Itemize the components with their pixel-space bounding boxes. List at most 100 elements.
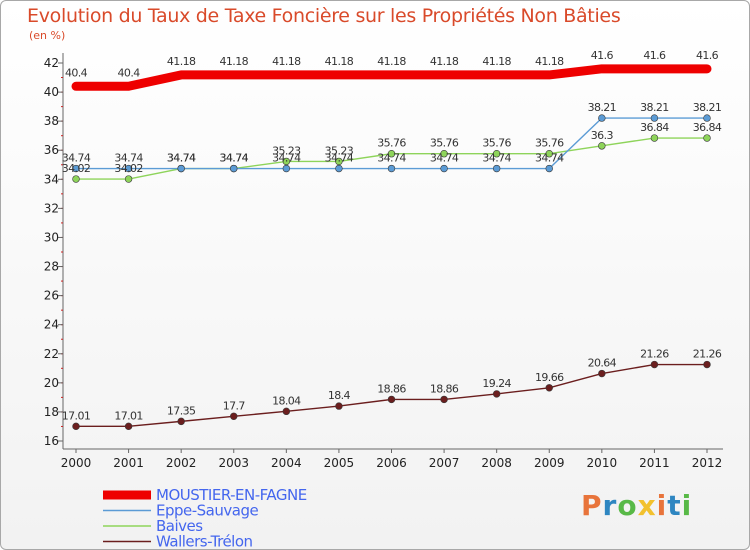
data-point [440,164,448,173]
data-point [545,384,553,392]
data-label: 34.02 [62,162,91,175]
logo-letter: P [581,489,603,522]
data-label: 17.35 [167,404,196,417]
legend-label: Baives [156,517,203,535]
data-label: 34.74 [272,152,301,165]
y-tick-label: 20 [44,376,59,390]
data-point [387,150,396,158]
data-point [598,369,606,378]
data-label: 38.21 [588,101,617,114]
data-point [545,150,553,158]
chart-subtitle: (en %) [29,29,66,42]
data-point [124,422,133,431]
data-label: 34.02 [114,162,143,175]
data-label: 19.24 [482,377,511,390]
data-label: 36.3 [591,129,614,142]
data-label: 34.74 [114,152,143,165]
data-point [282,157,291,166]
data-label: 34.74 [167,152,196,165]
x-tick-label: 2001 [113,456,144,470]
data-point [177,164,185,173]
data-point [177,417,185,426]
data-point [335,402,343,410]
x-tick-label: 2000 [61,456,92,470]
data-label: 36.84 [693,121,722,134]
logo-letter: r [602,489,618,522]
data-label: 41.6 [591,49,614,62]
data-label: 34.74 [482,152,511,165]
logo-letter: x [637,489,657,522]
data-label: 40.4 [118,66,141,79]
x-tick-label: 2009 [534,456,565,470]
data-label: 18.04 [272,394,301,407]
data-point [598,142,606,150]
legend-label: MOUSTIER-EN-FAGNE [156,486,307,504]
y-tick-label: 24 [44,318,59,332]
logo-letter: o [617,489,638,522]
data-point [598,114,606,122]
data-label: 17.01 [62,409,91,422]
y-tick-label: 34 [44,172,59,186]
data-label: 41.18 [167,55,196,68]
data-point [72,164,80,173]
logo-letter: t [667,489,682,522]
data-label: 34.74 [220,152,249,165]
data-point [545,164,553,173]
data-label: 41.18 [220,55,249,68]
y-tick-label: 26 [44,289,59,303]
chart-title: Evolution du Taux de Taxe Foncière sur l… [27,5,621,27]
x-tick-label: 2006 [376,456,407,470]
data-label: 21.26 [640,348,669,361]
y-tick-label: 22 [44,347,59,361]
series-layer [71,64,712,431]
y-tick-label: 32 [44,201,59,215]
data-label: 41.18 [430,55,459,68]
data-label: 17.7 [223,399,246,412]
data-label: 18.4 [328,389,351,402]
data-point [440,150,448,158]
data-label: 35.23 [325,144,354,157]
data-label: 34.74 [220,152,249,165]
data-label: 41.18 [272,55,301,68]
legend-label: Wallers-Trélon [156,533,253,550]
data-point [72,422,80,431]
legend: MOUSTIER-EN-FAGNEEppe-SauvageBaivesWalle… [103,486,307,550]
x-tick-label: 2010 [587,456,618,470]
data-label: 34.74 [430,152,459,165]
data-label: 34.74 [535,152,564,165]
logo-letter: i [656,489,668,522]
data-label: 38.21 [640,101,669,114]
data-label: 35.76 [430,137,459,150]
data-label: 40.4 [65,66,88,79]
data-point [703,360,711,369]
data-label: 35.76 [482,137,511,150]
data-label: 34.74 [325,152,354,165]
data-point [335,157,343,166]
data-label: 34.74 [377,152,406,165]
logo-letter: i [681,489,693,522]
data-point [492,164,501,173]
data-label: 17.01 [114,409,143,422]
data-point [492,390,501,398]
data-label: 19.66 [535,371,564,384]
y-tick-label: 18 [44,405,59,419]
x-tick-label: 2007 [429,456,460,470]
y-tick-label: 42 [44,56,59,70]
x-tick-label: 2004 [271,456,302,470]
data-label: 41.18 [325,55,354,68]
data-labels-layer: 40.4 40.4 41.18 41.18 41.18 41.18 41.18 41.18 41… [62,49,723,423]
data-label: 35.76 [377,137,406,150]
data-label: 41.18 [377,55,406,68]
y-tick-label: 16 [44,434,59,448]
data-label: 38.21 [693,101,722,114]
data-label: 41.18 [535,55,564,68]
y-tick-label: 30 [44,230,59,244]
data-label: 20.64 [588,357,617,370]
data-point [387,395,396,404]
y-tick-label: 38 [44,114,59,128]
data-point [335,164,343,173]
proxiti-logo: Proxiti [581,489,692,522]
y-tick-label: 28 [44,260,59,274]
data-point [703,114,711,122]
